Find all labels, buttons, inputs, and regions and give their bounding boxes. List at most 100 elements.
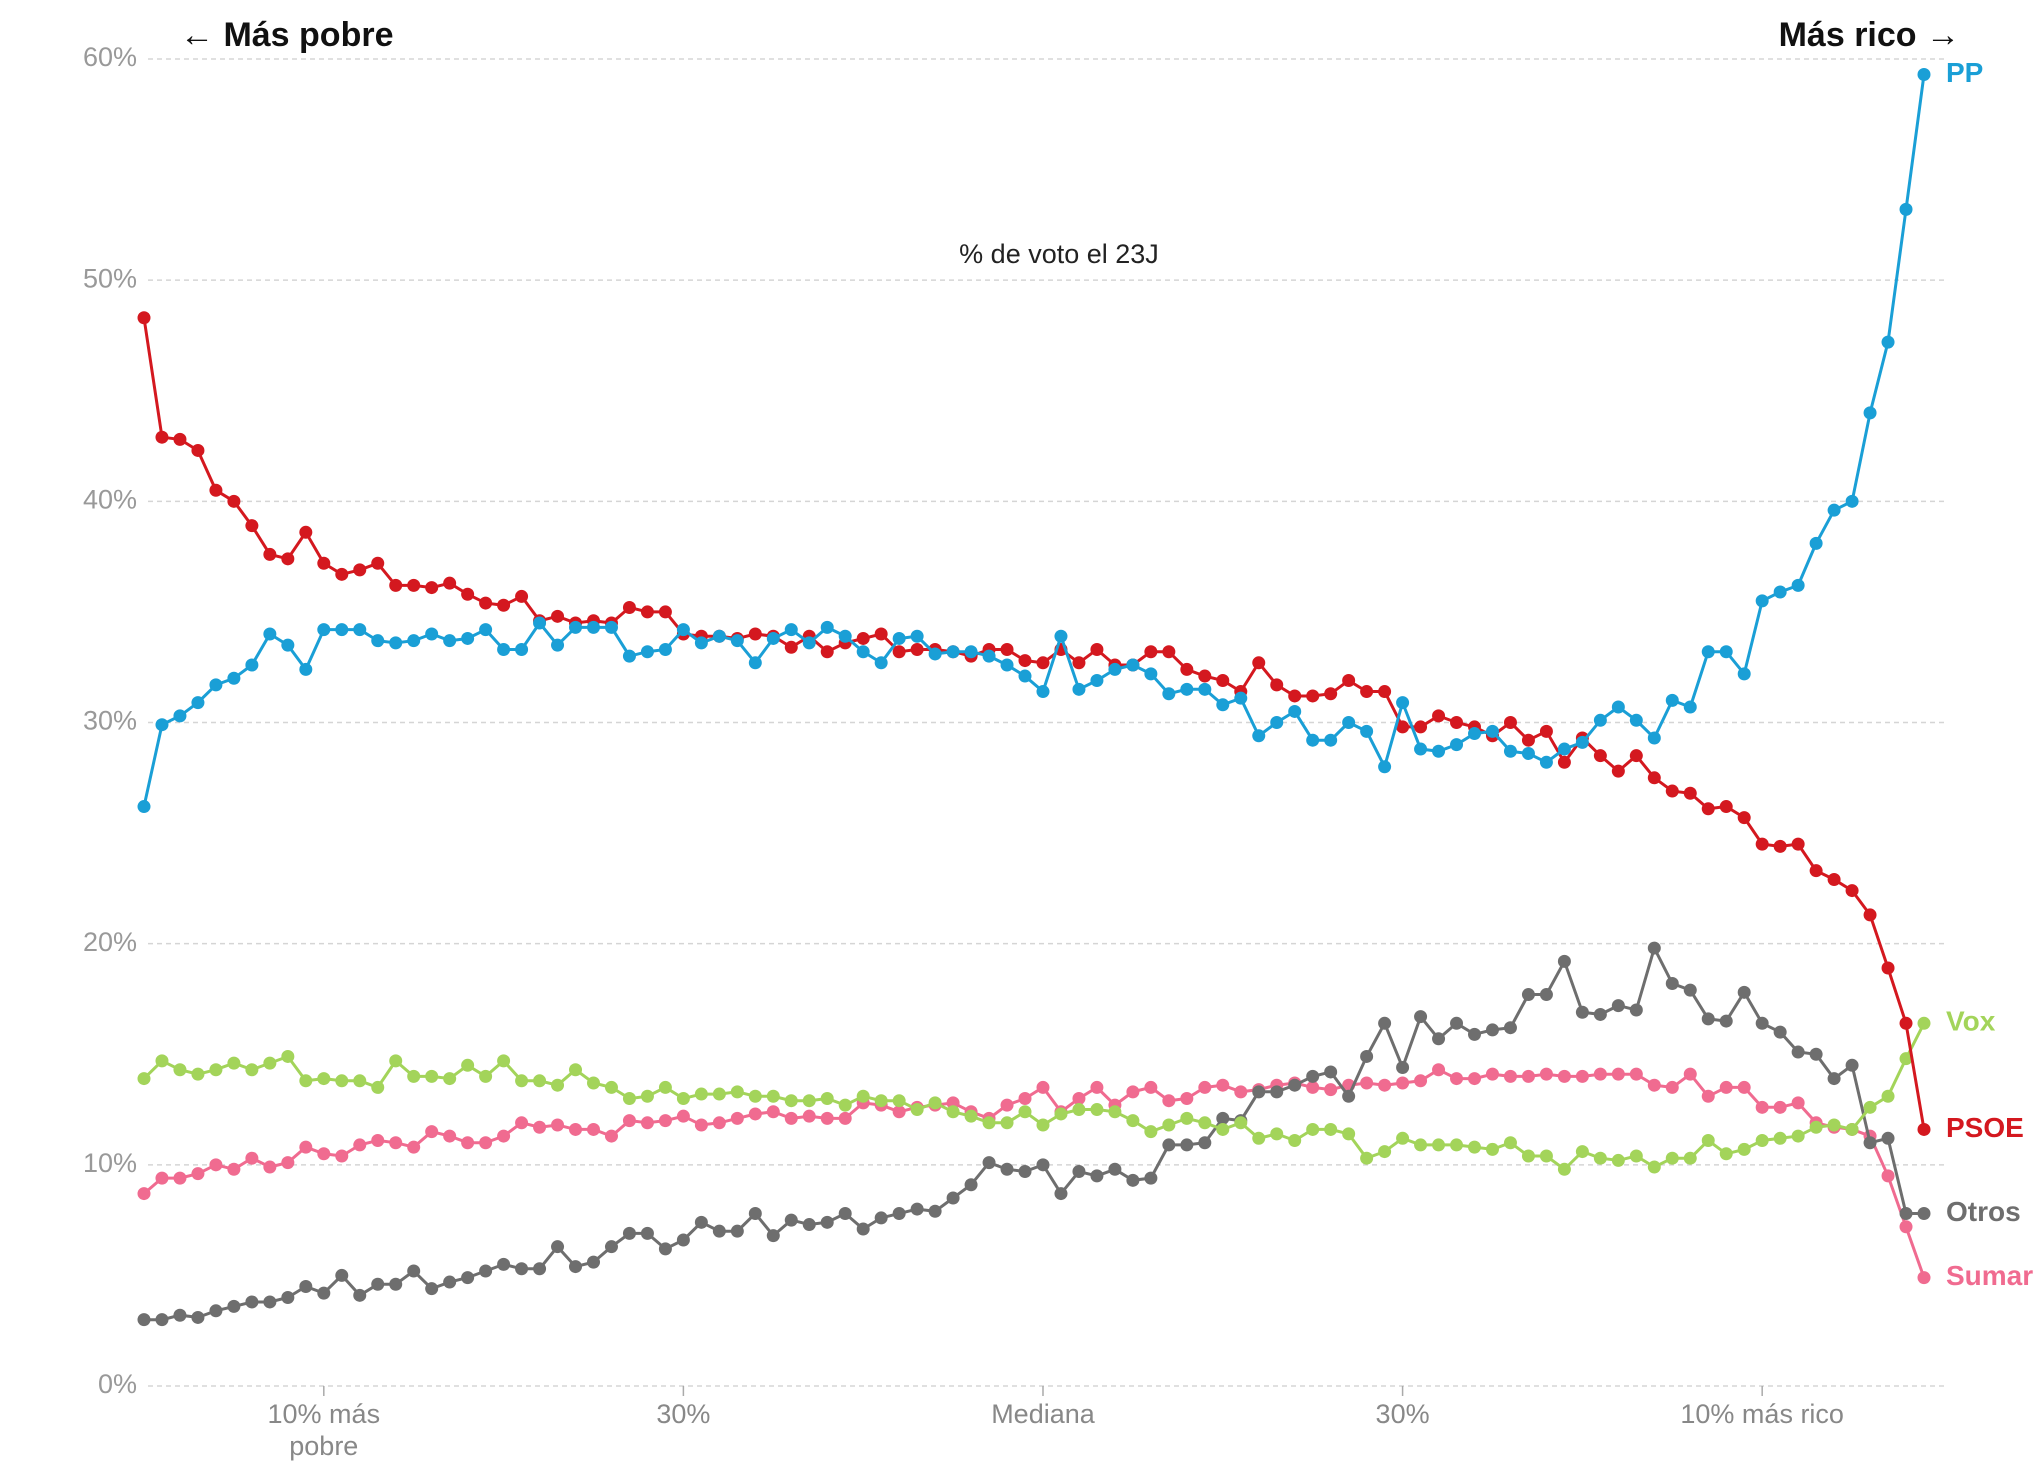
data-point (1324, 1065, 1338, 1079)
data-point (1521, 1149, 1535, 1163)
data-point (389, 1277, 403, 1291)
data-point (1432, 1063, 1446, 1077)
data-point (622, 1226, 636, 1240)
data-point (1701, 802, 1715, 816)
data-point (389, 636, 403, 650)
data-point (551, 609, 565, 623)
data-point (1863, 1136, 1877, 1150)
data-point (1216, 1122, 1230, 1136)
data-point (1090, 643, 1104, 657)
data-point (425, 581, 439, 595)
data-point (497, 1129, 511, 1143)
data-point (1198, 1136, 1212, 1150)
data-point (1252, 1131, 1266, 1145)
data-point (1863, 406, 1877, 420)
data-point (1126, 1114, 1140, 1128)
data-point (1503, 716, 1517, 729)
data-point (1755, 1134, 1769, 1148)
data-point (1270, 1127, 1284, 1141)
data-point (1072, 1103, 1086, 1117)
data-point (1036, 1158, 1050, 1172)
data-point (1126, 1173, 1140, 1187)
data-point (317, 623, 331, 637)
data-point (461, 1058, 475, 1072)
data-point (1000, 658, 1014, 672)
data-point (1216, 698, 1230, 712)
data-point (1180, 1138, 1194, 1152)
data-point (748, 1107, 762, 1121)
y-tick-label: 30% (83, 706, 137, 736)
data-point (1090, 1103, 1104, 1117)
data-point (964, 1109, 978, 1123)
data-point (1791, 1129, 1805, 1143)
data-point (676, 1109, 690, 1123)
data-point (1450, 716, 1464, 729)
data-point (1144, 645, 1158, 659)
data-point (1270, 1085, 1284, 1099)
x-tick-label: 10% más pobre (267, 1399, 381, 1461)
data-point (1539, 1067, 1553, 1081)
data-point (299, 662, 313, 676)
data-point (371, 634, 385, 648)
data-point (1521, 988, 1535, 1002)
data-point (1737, 1080, 1751, 1094)
data-point (425, 1069, 439, 1083)
data-point (1342, 1089, 1356, 1103)
data-point (982, 649, 996, 663)
data-point (856, 645, 870, 659)
data-point (784, 623, 798, 637)
data-point (1018, 669, 1032, 683)
data-point (335, 1149, 349, 1163)
data-point (137, 1072, 151, 1086)
data-point (317, 1286, 331, 1300)
data-point (1557, 954, 1571, 968)
data-point (586, 1255, 600, 1269)
data-point (1791, 578, 1805, 592)
data-point (1899, 1206, 1913, 1220)
data-point (1737, 1142, 1751, 1156)
data-point (1450, 1016, 1464, 1030)
data-point (928, 1096, 942, 1110)
data-point (569, 1063, 583, 1077)
data-point (515, 589, 529, 603)
data-point (1773, 1100, 1787, 1114)
series-line (144, 944, 1924, 1322)
data-point (1468, 727, 1482, 741)
data-point (155, 1054, 169, 1068)
data-point (622, 1114, 636, 1128)
data-point (1144, 667, 1158, 681)
data-point (874, 656, 888, 670)
data-point (1396, 720, 1410, 734)
data-point (1557, 1069, 1571, 1083)
data-point (730, 1085, 744, 1099)
y-tick-label: 0% (98, 1369, 137, 1399)
data-point (1144, 1125, 1158, 1139)
data-point (910, 629, 924, 643)
data-point (982, 1116, 996, 1130)
data-point (1503, 1136, 1517, 1150)
data-point (479, 1264, 493, 1278)
data-point (155, 718, 169, 732)
data-point (1863, 1100, 1877, 1114)
data-point (1683, 983, 1697, 997)
data-point (263, 1056, 277, 1070)
data-point (479, 596, 493, 610)
data-point (874, 1094, 888, 1108)
data-point (1575, 1145, 1589, 1159)
data-point (1485, 1023, 1499, 1037)
data-point (1144, 1080, 1158, 1094)
data-point (1917, 1122, 1931, 1136)
data-point (407, 1264, 421, 1278)
data-point (1450, 738, 1464, 752)
data-point (1396, 1076, 1410, 1090)
data-point (1719, 800, 1733, 814)
data-point (712, 1087, 726, 1101)
data-point (1018, 1105, 1032, 1119)
data-point (1252, 729, 1266, 743)
data-point (389, 1054, 403, 1068)
data-point (676, 623, 690, 637)
data-point (1396, 696, 1410, 710)
data-point (1234, 1116, 1248, 1130)
data-point (856, 1089, 870, 1103)
data-point (1593, 1151, 1607, 1165)
